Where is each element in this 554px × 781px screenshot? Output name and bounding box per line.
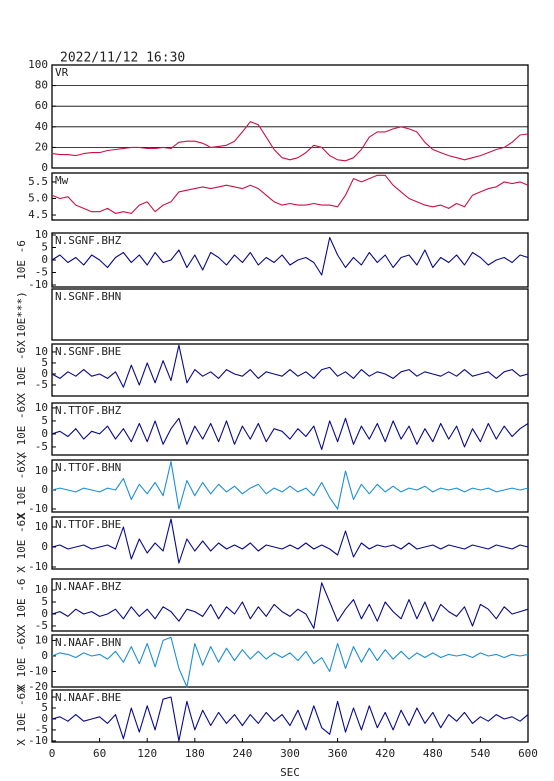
y-tick-label: 0 xyxy=(41,540,48,553)
panel-frame xyxy=(51,459,529,513)
y-tick-label: 80 xyxy=(35,79,48,92)
y-tick-label: 10 xyxy=(35,583,48,596)
y-axis-label: X 10E -6X xyxy=(15,631,28,691)
panel-label: N.SGNF.BHE xyxy=(55,345,121,358)
y-tick-label: -10 xyxy=(28,734,48,747)
panel-frame xyxy=(51,288,529,341)
x-tick-label: 240 xyxy=(232,747,252,760)
trace xyxy=(51,236,529,276)
y-tick-label: -10 xyxy=(28,278,48,291)
trace xyxy=(51,460,529,510)
y-tick-label: 5 xyxy=(41,356,48,369)
y-tick-label: 4.5 xyxy=(28,208,48,221)
y-tick-label: 10 xyxy=(35,633,48,646)
y-tick-label: -10 xyxy=(28,560,48,573)
y-tick-label: 0 xyxy=(41,483,48,496)
y-tick-label: -5 xyxy=(35,378,48,391)
x-tick-label: 120 xyxy=(137,747,157,760)
y-tick-label: -10 xyxy=(28,664,48,677)
x-tick-label: 360 xyxy=(328,747,348,760)
y-tick-label: 40 xyxy=(35,120,48,133)
panel-label: N.SGNF.BHZ xyxy=(55,234,122,247)
x-tick-label: 420 xyxy=(375,747,395,760)
y-tick-label: -5 xyxy=(35,723,48,736)
y-axis-label: X 10E -6X xyxy=(15,513,28,573)
x-tick-label: 60 xyxy=(93,747,106,760)
panel-label: N.SGNF.BHN xyxy=(55,290,121,303)
y-tick-label: 20 xyxy=(35,140,48,153)
panel-frame xyxy=(51,172,529,221)
y-tick-label: 0 xyxy=(41,367,48,380)
y-tick-label: 10 xyxy=(35,228,48,241)
y-tick-label: 100 xyxy=(28,58,48,71)
y-axis-label: 10E***) xyxy=(15,291,28,337)
y-tick-label: 0 xyxy=(41,712,48,725)
y-tick-label: 10 xyxy=(35,690,48,703)
x-tick-label: 540 xyxy=(470,747,490,760)
panel-frame xyxy=(51,402,529,456)
y-tick-label: 10 xyxy=(35,401,48,414)
y-axis-label: X 10E -6X xyxy=(15,340,28,400)
y-axis-label: X 10E -6X xyxy=(15,686,28,746)
y-tick-label: -5 xyxy=(35,619,48,632)
trace xyxy=(51,582,529,629)
y-tick-label: 0 xyxy=(41,607,48,620)
y-tick-label: 10 xyxy=(35,520,48,533)
trace xyxy=(51,518,529,564)
x-axis-label: SEC xyxy=(280,766,300,779)
panel-frame xyxy=(51,634,529,688)
y-tick-label: 60 xyxy=(35,99,48,112)
trace xyxy=(51,636,529,688)
panel-label: N.NAAF.BHN xyxy=(55,636,121,649)
panel-label: VR xyxy=(55,66,69,79)
y-axis-label: X 10E -6X, xyxy=(15,453,28,519)
y-tick-label: 0 xyxy=(41,427,48,440)
y-tick-label: -5 xyxy=(35,266,48,279)
x-tick-label: 480 xyxy=(423,747,443,760)
y-tick-label: 10 xyxy=(35,464,48,477)
y-axis-label: X 10E -6X xyxy=(15,399,28,459)
x-tick-label: 600 xyxy=(518,747,538,760)
y-tick-label: -10 xyxy=(28,502,48,515)
x-tick-label: 300 xyxy=(280,747,300,760)
y-tick-label: 0 xyxy=(41,253,48,266)
y-tick-label: 5.0 xyxy=(28,191,48,204)
panel-label: N.TTOF.BHE xyxy=(55,518,121,531)
y-tick-label: -20 xyxy=(28,680,48,693)
trace xyxy=(51,696,529,742)
y-tick-label: 0 xyxy=(41,161,48,174)
y-tick-label: 5 xyxy=(41,414,48,427)
y-tick-label: 5 xyxy=(41,595,48,608)
y-axis-label: 10E -6 xyxy=(15,240,28,280)
chart-title: 2022/11/12 16:30 xyxy=(60,51,185,66)
panel-label: Mw xyxy=(55,174,69,187)
y-tick-label: 0 xyxy=(41,649,48,662)
x-tick-label: 0 xyxy=(49,747,56,760)
trace xyxy=(51,121,529,162)
y-tick-label: -5 xyxy=(35,440,48,453)
y-tick-label: 5 xyxy=(41,241,48,254)
y-tick-label: 10 xyxy=(35,345,48,358)
panel-frame xyxy=(51,516,529,570)
y-tick-label: 5 xyxy=(41,701,48,714)
trace xyxy=(51,174,529,214)
panel-frame xyxy=(51,64,529,169)
trace xyxy=(51,417,529,451)
y-axis-label: X 10E -6 xyxy=(15,579,28,632)
panel-frame xyxy=(51,343,529,397)
panel-label: N.TTOF.BHZ xyxy=(55,404,122,417)
y-tick-label: 5.5 xyxy=(28,175,48,188)
trace xyxy=(51,344,529,388)
panel-label: N.NAAF.BHZ xyxy=(55,580,122,593)
panel-frame xyxy=(51,689,529,743)
x-tick-label: 180 xyxy=(185,747,205,760)
panel-frame xyxy=(51,232,529,288)
panel-label: N.NAAF.BHE xyxy=(55,691,121,704)
panel-label: N.TTOF.BHN xyxy=(55,461,121,474)
panel-frame xyxy=(51,578,529,632)
